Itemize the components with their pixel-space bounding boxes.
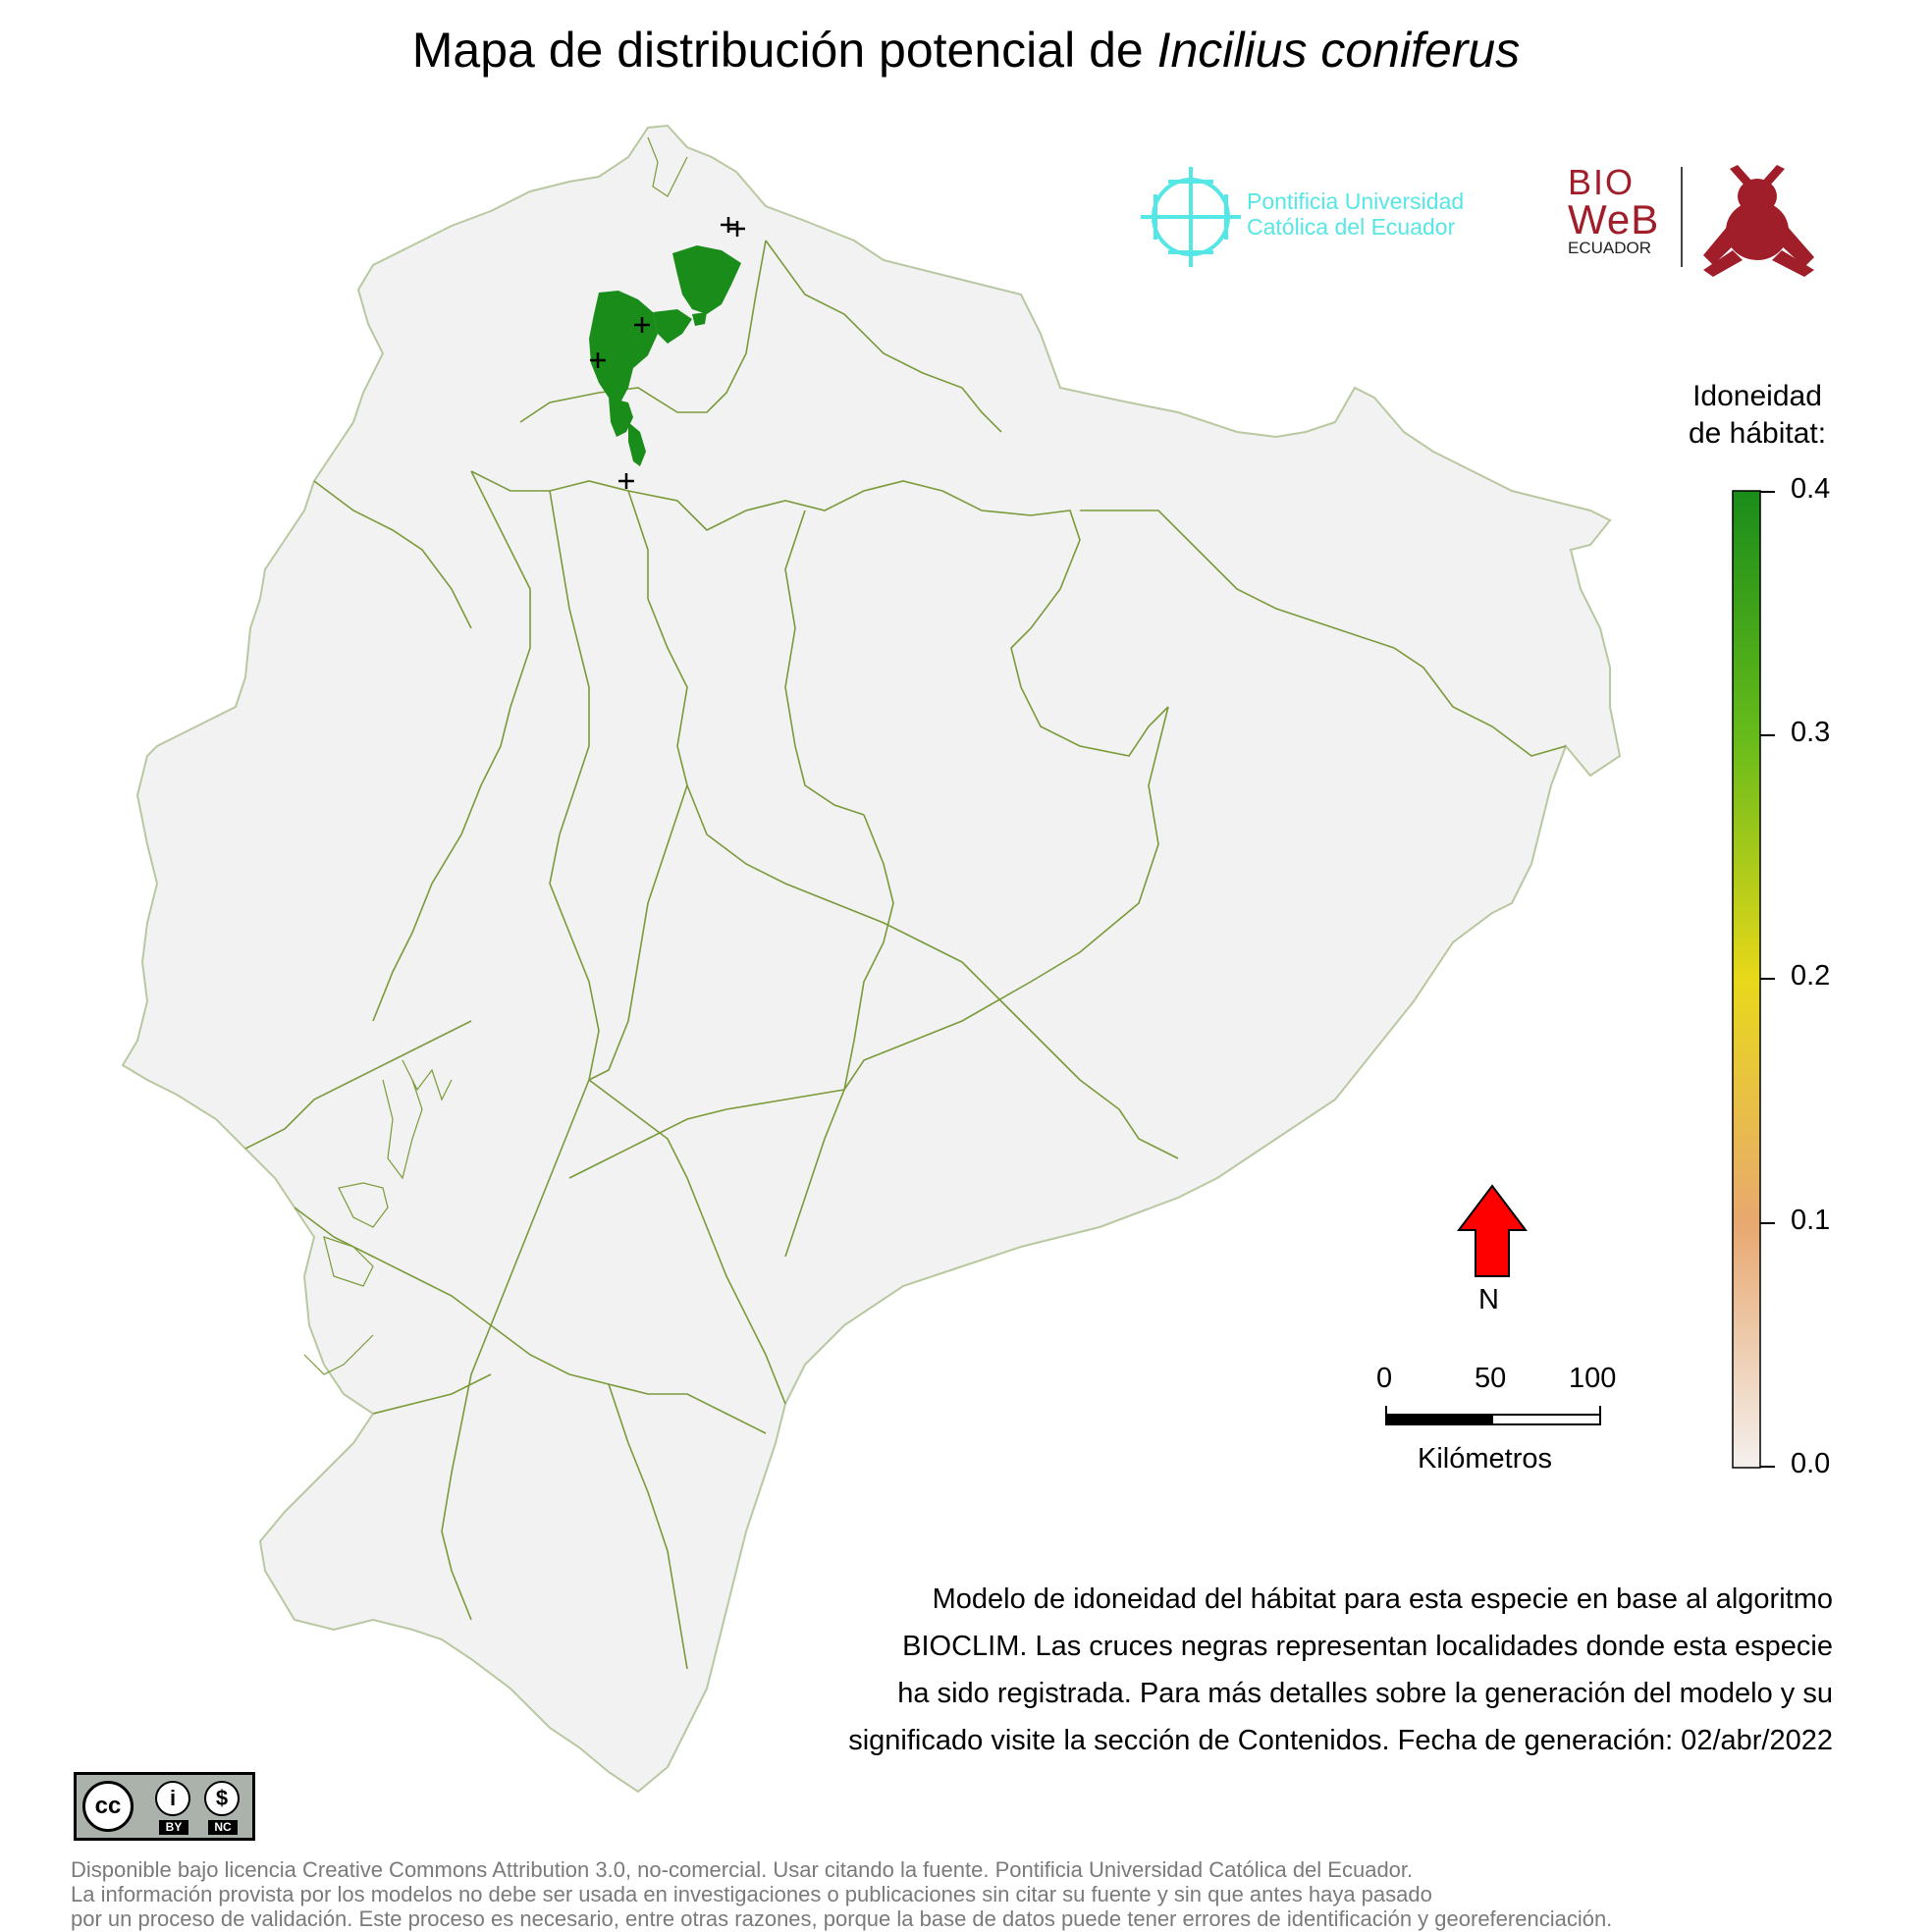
scale-bar — [1385, 1406, 1601, 1425]
frog-icon — [1703, 165, 1814, 277]
cc-icon-label: cc — [94, 1793, 122, 1819]
occurrence-cross — [729, 221, 745, 237]
coastal-estuaries — [303, 136, 688, 1375]
occurrence-cross — [590, 352, 606, 368]
caption-line: significado visite la sección de Conteni… — [848, 1725, 1833, 1756]
legend-title: Idoneidad de hábitat: — [1649, 378, 1865, 453]
license-line: Disponible bajo licencia Creative Common… — [71, 1857, 1414, 1882]
legend-tick-label: 0.1 — [1791, 1205, 1831, 1236]
puce-line1: Pontificia Universidad — [1247, 188, 1465, 214]
nc-icon: $ — [204, 1781, 240, 1816]
habitat-patches — [589, 245, 741, 466]
by-person-icon: i — [155, 1781, 190, 1816]
puce-line2: Católica del Ecuador — [1247, 214, 1456, 240]
cc-license-badge[interactable]: cc i $ BY NC — [74, 1772, 255, 1841]
scale-unit-label: Kilómetros — [1418, 1443, 1552, 1475]
north-label: N — [1478, 1284, 1499, 1315]
bioweb-line1: BIO — [1568, 162, 1636, 202]
page-title: Mapa de distribución potencial de Incili… — [0, 22, 1932, 79]
cc-icon: cc — [82, 1781, 134, 1832]
license-text: Disponible bajo licencia Creative Common… — [71, 1857, 1612, 1931]
legend-tick-label: 0.2 — [1791, 960, 1831, 992]
occurrence-cross — [618, 473, 634, 489]
province-boundaries — [244, 240, 1567, 1670]
bioweb-line3: ECUADOR — [1568, 239, 1652, 257]
bioweb-line2: WeB — [1568, 196, 1660, 242]
country-outline — [121, 124, 1622, 1794]
license-line: por un proceso de validación. Este proce… — [71, 1906, 1613, 1931]
scale-tick-50: 50 — [1475, 1363, 1507, 1394]
legend-tick-label: 0.3 — [1791, 717, 1831, 748]
bioweb-logo: BIO WeB ECUADOR — [1568, 165, 1659, 257]
legend-title-line1: Idoneidad — [1692, 380, 1822, 412]
title-species: Incilius coniferus — [1156, 23, 1521, 78]
puce-logo-icon — [1141, 167, 1241, 267]
title-prefix: Mapa de distribución potencial de — [411, 23, 1144, 78]
legend-color-bar — [1732, 490, 1761, 1469]
caption-line: Modelo de idoneidad del hábitat para est… — [932, 1583, 1833, 1615]
caption-line: BIOCLIM. Las cruces negras representan l… — [902, 1631, 1833, 1662]
by-label: BY — [159, 1820, 188, 1835]
north-arrow — [1456, 1184, 1529, 1277]
scale-tick-0: 0 — [1376, 1363, 1393, 1394]
legend-tick-label: 0.4 — [1791, 473, 1831, 505]
occurrence-cross — [634, 317, 650, 333]
occurrence-cross — [721, 217, 736, 233]
legend-title-line2: de hábitat: — [1688, 417, 1827, 450]
occurrence-markers — [590, 217, 745, 489]
map-caption: Modelo de idoneidad del hábitat para est… — [674, 1576, 1833, 1764]
puce-logo-text: Pontificia Universidad Católica del Ecua… — [1247, 188, 1464, 240]
nc-label: NC — [208, 1820, 238, 1835]
scale-tick-100: 100 — [1569, 1363, 1617, 1394]
license-line: La información provista por los modelos … — [71, 1882, 1432, 1906]
caption-line: ha sido registrada. Para más detalles so… — [897, 1678, 1833, 1709]
legend-ticks — [1760, 491, 1775, 1468]
legend-tick-label: 0.0 — [1791, 1448, 1831, 1479]
